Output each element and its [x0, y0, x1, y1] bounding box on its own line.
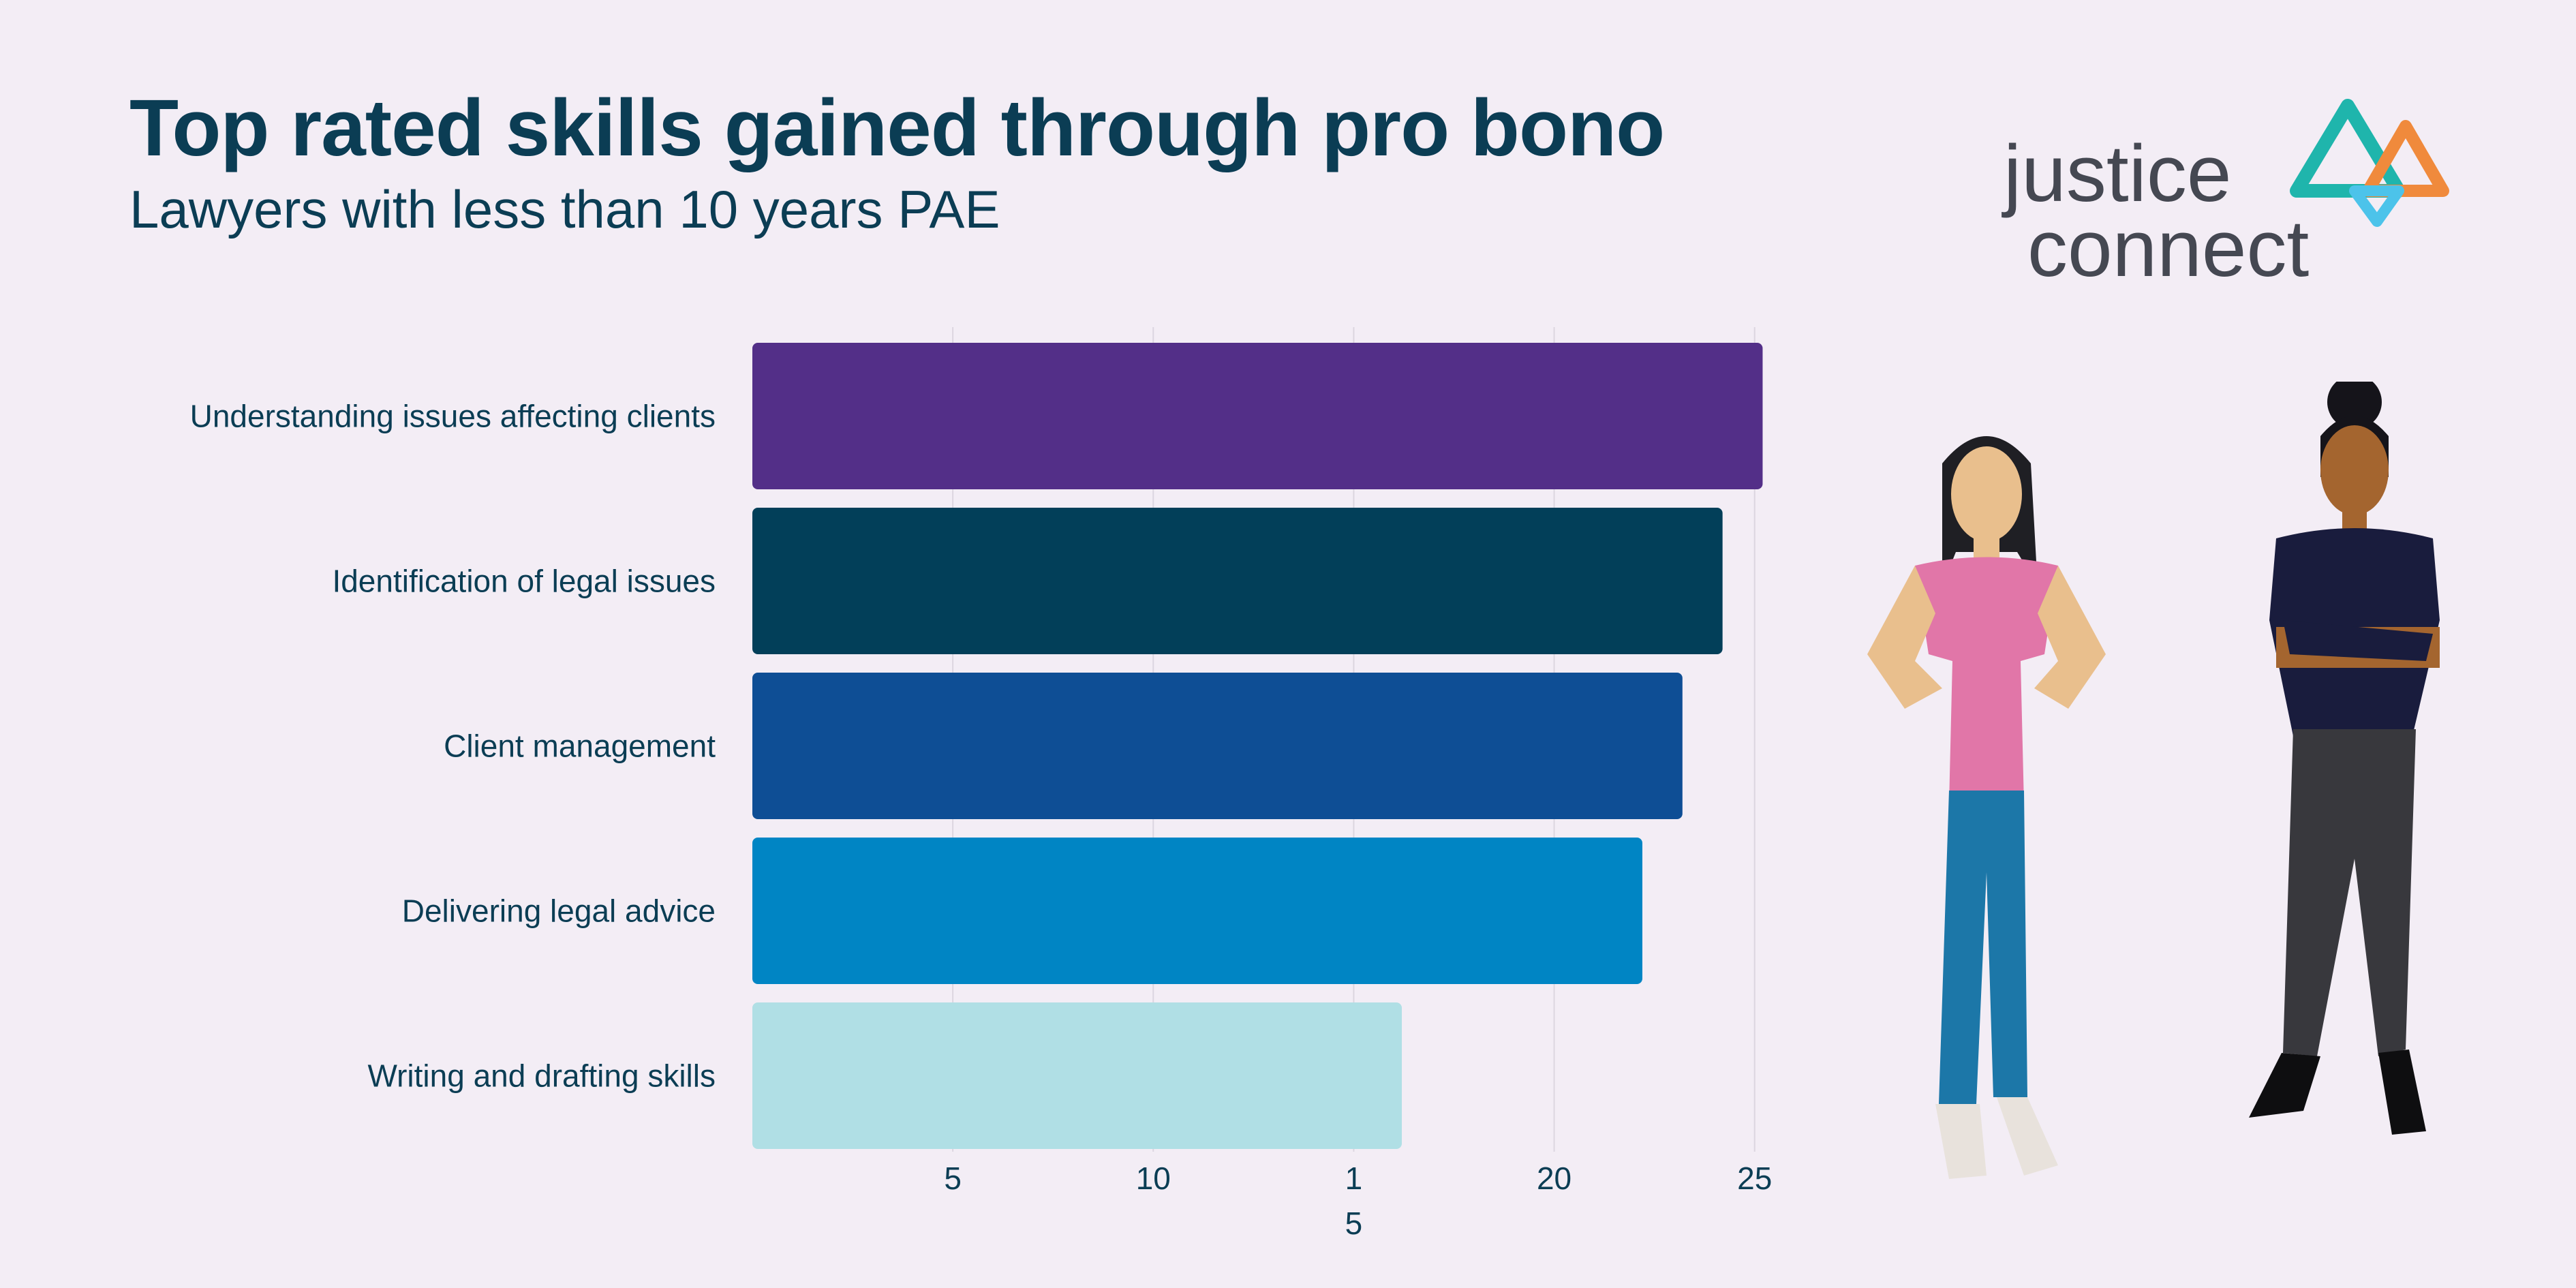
bar: [752, 673, 1683, 819]
x-tick-label: 25: [1737, 1161, 1772, 1196]
logo-triangle-teal: [2290, 99, 2406, 198]
category-labels: Understanding issues affecting clients Id…: [190, 399, 716, 1094]
chart-title: Top rated skills gained through pro bono: [129, 83, 1665, 173]
illustration-lawyers: [1867, 382, 2440, 1179]
category-label: Client management: [444, 729, 716, 764]
bar: [752, 838, 1642, 984]
logo-triangle-blue: [2349, 185, 2404, 227]
bar: [752, 343, 1763, 489]
x-axis-tick-labels: 5 10 1 5 20 25: [944, 1161, 1772, 1241]
logo-text-connect: connect: [2027, 204, 2309, 294]
x-tick-label: 5: [944, 1161, 962, 1196]
x-tick-label: 20: [1537, 1161, 1571, 1196]
logo-text-justice: justice: [2002, 129, 2231, 219]
logo-triangle-orange: [2362, 120, 2449, 197]
bar: [752, 508, 1723, 654]
category-label: Identification of legal issues: [332, 564, 716, 599]
woman-pink-shirt-figure: [1867, 436, 2106, 1179]
woman-navy-shirt-figure: [2249, 382, 2440, 1135]
category-label: Delivering legal advice: [402, 893, 716, 929]
category-label: Understanding issues affecting clients: [190, 399, 716, 434]
category-label: Writing and drafting skills: [368, 1058, 716, 1094]
x-tick-label: 10: [1136, 1161, 1171, 1196]
bar-chart: Understanding issues affecting clients Id…: [190, 327, 1772, 1241]
chart-subtitle: Lawyers with less than 10 years PAE: [129, 179, 1000, 239]
justice-connect-logo: justice connect: [2002, 99, 2449, 294]
bar: [752, 1002, 1402, 1149]
bars: [752, 343, 1763, 1149]
